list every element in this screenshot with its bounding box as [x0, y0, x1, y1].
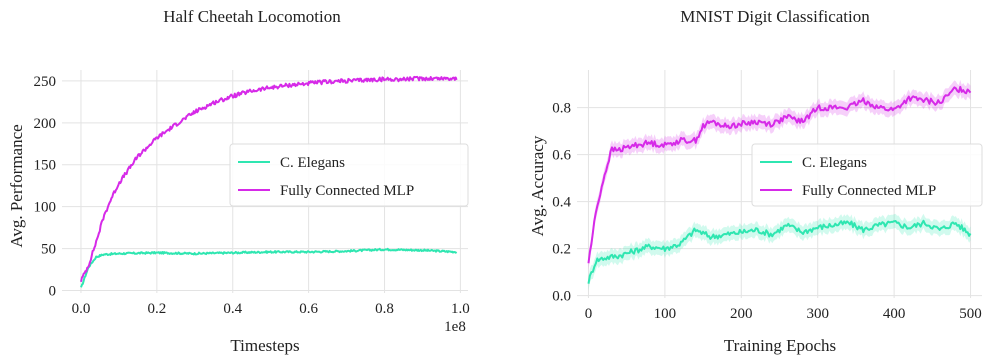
- legend-label: C. Elegans: [280, 155, 345, 171]
- lines: [80, 75, 458, 288]
- y-tick-label: 0.2: [552, 242, 571, 258]
- x-tick-label: 0: [585, 306, 593, 322]
- y-tick-label: 250: [34, 74, 57, 90]
- legend-label: C. Elegans: [802, 155, 867, 171]
- lines: [587, 85, 972, 284]
- legend-label: Fully Connected MLP: [802, 183, 936, 199]
- y-tick-label: 200: [34, 116, 57, 132]
- ticks: 0.0 0.2 0.4 0.6 0.8 1.0 1e8 0 50 100 150 200 250: [34, 74, 470, 335]
- x-tick-label: 0.0: [72, 301, 91, 317]
- legend-box: [751, 143, 983, 207]
- chart-mnist: MNIST Digit Classification 0 100 200 300 400…: [528, 7, 983, 355]
- y-axis-label: Avg. Accuracy: [528, 135, 547, 236]
- x-tick-label: 1.0: [451, 301, 470, 317]
- ticks: 0 100 200 300 400 500 0.0 0.2 0.4 0.6 0.8: [552, 101, 982, 322]
- y-tick-label: 0.6: [552, 148, 571, 164]
- series-line: [80, 75, 458, 283]
- series-line: [587, 219, 972, 284]
- legend: C. Elegans Fully Connected MLP: [751, 143, 983, 207]
- x-tick-label: 300: [806, 306, 829, 322]
- x-tick-label: 500: [959, 306, 982, 322]
- chart-title: MNIST Digit Classification: [680, 7, 870, 26]
- x-tick-label: 200: [730, 306, 753, 322]
- y-tick-label: 50: [41, 242, 56, 258]
- chart-title: Half Cheetah Locomotion: [163, 7, 341, 26]
- y-tick-label: 150: [34, 158, 57, 174]
- x-tick-label: 100: [654, 306, 677, 322]
- x-axis-label: Training Epochs: [724, 336, 836, 355]
- legend: C. Elegans Fully Connected MLP: [229, 143, 469, 207]
- y-tick-label: 0: [49, 283, 57, 299]
- x-tick-label: 0.8: [375, 301, 394, 317]
- legend-label: Fully Connected MLP: [280, 183, 414, 199]
- chart-half-cheetah: Half Cheetah Locomotion 0.0 0.2 0.4 0.6 0.8 1…: [7, 7, 470, 355]
- series-confidence-band: [588, 213, 971, 291]
- series-line: [587, 85, 972, 264]
- series-line: [80, 247, 458, 288]
- y-tick-label: 0.8: [552, 101, 571, 117]
- series-confidence-band: [588, 79, 971, 271]
- x-tick-label: 400: [883, 306, 906, 322]
- x-tick-label: 0.6: [299, 301, 318, 317]
- bands: [588, 79, 971, 291]
- x-axis-label: Timesteps: [230, 336, 299, 355]
- x-tick-label: 0.4: [223, 301, 242, 317]
- legend-box: [229, 143, 469, 207]
- y-tick-label: 100: [34, 200, 57, 216]
- y-tick-label: 0.4: [552, 195, 571, 211]
- x-tick-label: 0.2: [147, 301, 166, 317]
- x-offset-label: 1e8: [444, 319, 466, 335]
- y-tick-label: 0.0: [552, 289, 571, 305]
- y-axis-label: Avg. Performance: [7, 124, 26, 247]
